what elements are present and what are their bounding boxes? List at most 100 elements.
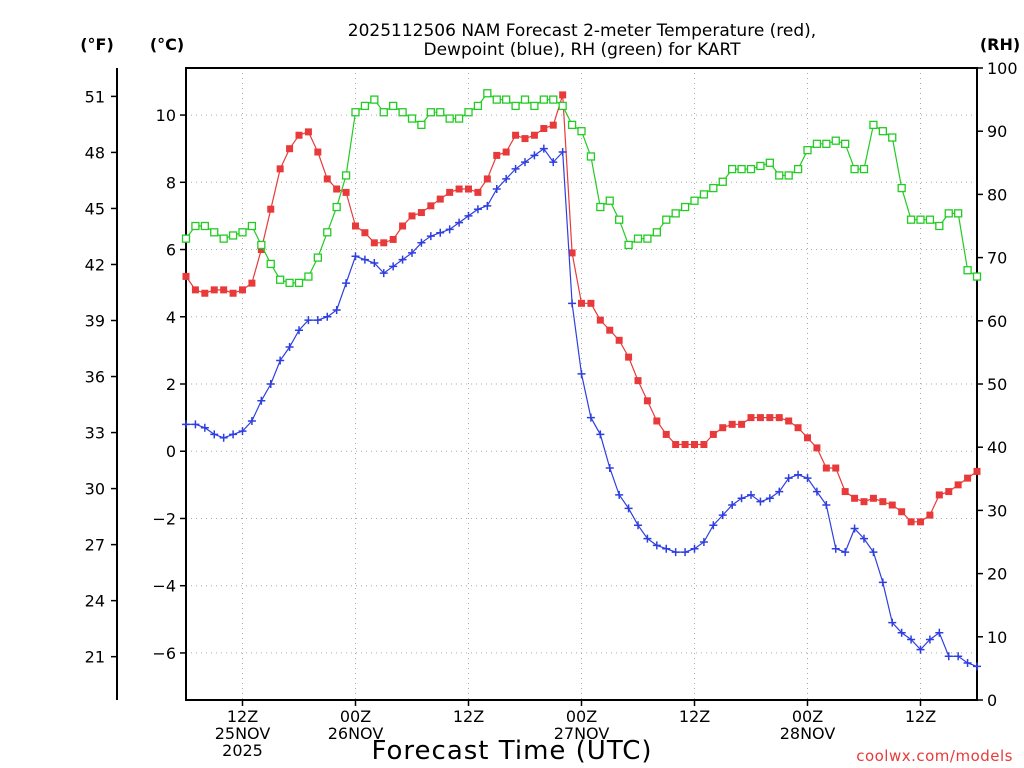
rh-point [671,209,680,218]
rh-axis-label: (RH) [980,35,1020,54]
rh-point [897,183,906,193]
temperature-point [832,464,840,472]
dewpoint-point [521,158,529,167]
rh-point [520,95,530,104]
temperature-point [945,488,953,496]
rh-tick-label: 90 [987,122,1007,141]
dewpoint-point [925,635,934,644]
temperature-point [804,434,811,442]
temperature-point [380,239,388,247]
celsius-tick-label: −2 [152,509,176,528]
dewpoint-point [370,258,379,267]
rh-tick-label: 80 [987,185,1007,204]
dewpoint-point [586,413,595,422]
dewpoint-point [219,433,228,442]
temperature-point [389,235,397,243]
rh-point [850,164,859,174]
rh-point [407,114,417,123]
temperature-point [182,272,190,280]
temperature-point [248,279,256,287]
dewpoint-point [539,144,548,153]
temperature-point [446,188,454,196]
celsius-axis-label: (°C) [150,35,184,54]
credit-label: coolwx.com/models [856,747,1013,765]
rh-tick-label: 10 [987,628,1007,647]
dewpoint-point [643,534,652,543]
dewpoint-point [699,538,708,546]
dewpoint-point [530,151,539,160]
temperature-point [314,148,322,156]
time-tick-label: 00Z [340,707,371,726]
rh-point [483,89,492,98]
time-tick-label: 12Z [453,707,484,726]
time-tick-label: 12Z [905,707,936,726]
rh-point [812,139,822,148]
rh-point [615,215,624,224]
temperature-point [954,481,962,489]
temperature-point [907,518,915,526]
temperature-point [587,299,595,307]
dewpoint-point [690,544,699,553]
rh-point [181,234,191,243]
rh-point [370,95,379,104]
rh-point [313,253,322,262]
rh-point [426,108,435,117]
chart-title-line-1: 2025112506 NAM Forecast 2-meter Temperat… [348,21,816,41]
temperature-point [210,286,218,294]
rh-point [436,108,445,117]
rh-point [200,221,209,231]
fahrenheit-tick-label: 33 [85,424,105,443]
dewpoint-point [831,544,840,553]
dewpoint-point [483,201,492,210]
temperature-point [239,286,246,294]
temperature-point [747,414,755,422]
dewpoint-point [784,474,793,483]
rh-point [549,95,558,104]
rh-point [906,215,916,224]
dewpoint-series [182,144,981,671]
dewpoint-point [944,652,953,661]
dewpoint-point [473,205,482,214]
temperature-point [455,185,463,193]
dewpoint-point [794,470,803,479]
celsius-tick-label: 2 [166,375,176,394]
rh-point [728,164,737,174]
dewpoint-point [662,544,671,553]
dewpoint-point [558,148,567,157]
rh-point [822,139,831,148]
rh-series [181,89,982,288]
dewpoint-point [841,548,850,557]
fahrenheit-tick-label: 30 [85,480,105,499]
temperature-point [785,417,793,425]
temperature-point [851,494,859,502]
temperature-point [691,441,698,449]
rh-point [765,158,774,167]
time-tick-label: 26NOV [328,724,384,743]
dewpoint-point [624,504,633,513]
dewpoint-point [568,299,577,308]
rh-point [360,101,370,111]
temperature-point [653,417,661,425]
dewpoint-point [775,487,784,496]
temperature-point [342,188,350,196]
dewpoint-point [445,225,454,234]
dewpoint-point [436,228,445,237]
temperature-point [201,289,209,297]
rh-point [323,228,332,237]
rh-point [596,202,605,212]
dewpoint-point [191,420,200,429]
rh-point [304,272,313,281]
dewpoint-point [379,269,388,278]
dewpoint-point [398,255,407,264]
temperature-point [700,441,708,449]
dewpoint-point [652,541,661,550]
rh-point [624,240,633,250]
temperature-point [813,444,821,452]
temperature-point [860,498,868,506]
dewpoint-point [728,501,737,510]
dewpoint-point [860,534,868,543]
dewpoint-point [803,474,812,483]
rh-point [803,146,812,155]
rh-point [784,171,793,180]
temperature-point [530,131,538,139]
